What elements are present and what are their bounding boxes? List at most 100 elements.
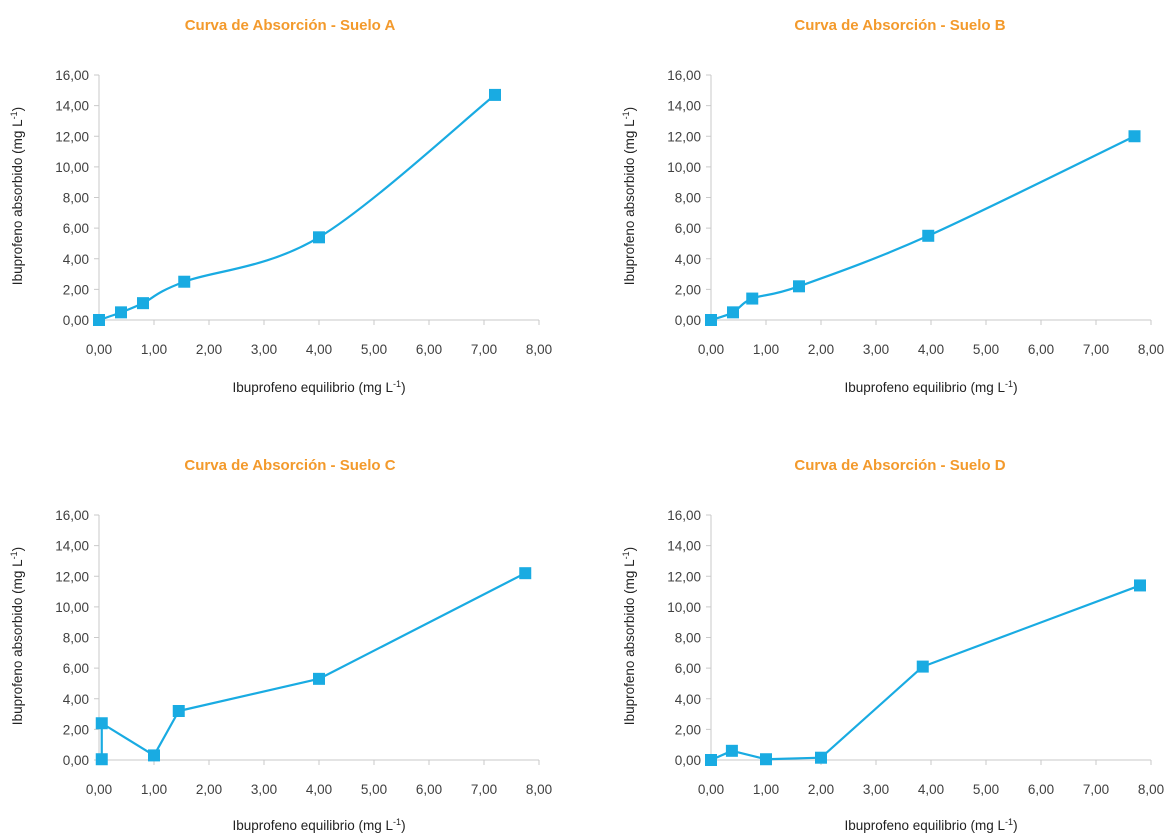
x-tick-label: 1,00	[141, 782, 167, 797]
y-tick-label: 12,00	[667, 129, 701, 144]
data-point-marker	[725, 744, 738, 757]
x-tick-label: 0,00	[86, 342, 112, 357]
data-point-marker	[148, 749, 160, 762]
series-line	[710, 135, 1135, 322]
y-axis-label: Ibuprofeno absorbido (mg L-1)	[9, 107, 25, 285]
chart-title: Curva de Absorción - Suelo B	[794, 17, 1005, 34]
x-tick-label: 5,00	[361, 782, 387, 797]
x-tick-label: 4,00	[918, 782, 944, 797]
y-tick-label: 4,00	[675, 692, 701, 707]
y-tick-label: 16,00	[667, 508, 701, 523]
y-tick-label: 12,00	[55, 569, 89, 584]
series-line	[98, 94, 496, 322]
data-point-marker	[705, 754, 717, 766]
x-axis-label: Ibuprofeno equilibrio (mg L-1)	[844, 379, 1017, 395]
x-tick-label: 3,00	[863, 782, 889, 797]
series-line	[100, 572, 526, 760]
chart-suelo-b: Curva de Absorción - Suelo B 0,00 2,00 4,00…	[621, 17, 1164, 395]
y-axis-label: Ibuprofeno absorbido (mg L-1)	[621, 107, 637, 285]
x-tick-label: 2,00	[808, 342, 834, 357]
x-tick-label: 5,00	[973, 782, 999, 797]
chart-suelo-c: Curva de Absorción - Suelo C 0,00 2,00 4,00…	[9, 457, 552, 833]
x-tick-label: 4,00	[918, 342, 944, 357]
y-tick-label: 0,00	[63, 753, 89, 768]
x-tick-label: 3,00	[251, 782, 277, 797]
x-tick-label: 1,00	[141, 342, 167, 357]
x-tick-label: 6,00	[1028, 342, 1054, 357]
y-tick-label: 2,00	[675, 722, 701, 737]
data-point-marker	[95, 753, 108, 766]
y-tick-label: 8,00	[675, 631, 701, 646]
y-tick-label: 2,00	[63, 722, 89, 737]
data-point-marker	[1128, 130, 1141, 143]
chart-title: Curva de Absorción - Suelo A	[185, 17, 396, 34]
y-tick-label: 16,00	[55, 68, 89, 83]
data-point-marker	[115, 306, 127, 319]
x-tick-label: 5,00	[973, 342, 999, 357]
y-tick-label: 14,00	[667, 99, 701, 114]
x-tick-label: 2,00	[196, 782, 222, 797]
x-tick-label: 3,00	[863, 342, 889, 357]
y-tick-label: 0,00	[675, 753, 701, 768]
y-tick-label: 16,00	[667, 68, 701, 83]
data-point-marker	[137, 297, 149, 310]
x-tick-label: 6,00	[1028, 782, 1054, 797]
y-tick-label: 14,00	[55, 99, 89, 114]
x-tick-label: 7,00	[471, 342, 497, 357]
y-tick-label: 10,00	[55, 160, 89, 175]
chart-suelo-a: Curva de Absorción - Suelo A 0,00 2,00 4,00…	[9, 17, 552, 395]
y-tick-label: 2,00	[63, 282, 89, 297]
y-axis-label: Ibuprofeno absorbido (mg L-1)	[621, 547, 637, 725]
y-tick-label: 4,00	[63, 252, 89, 267]
x-tick-label: 2,00	[808, 782, 834, 797]
y-tick-label: 8,00	[63, 191, 89, 206]
y-tick-label: 6,00	[63, 661, 89, 676]
x-tick-label: 6,00	[416, 342, 442, 357]
data-point-marker	[1134, 579, 1146, 592]
data-point-marker	[93, 314, 105, 326]
data-point-marker	[705, 314, 717, 326]
data-point-marker	[727, 306, 739, 319]
chart-suelo-d: Curva de Absorción - Suelo D 0,00 2,00 4,00…	[621, 457, 1164, 833]
x-tick-label: 0,00	[698, 782, 724, 797]
y-tick-label: 8,00	[675, 191, 701, 206]
x-tick-label: 4,00	[306, 342, 332, 357]
x-tick-label: 8,00	[1138, 782, 1164, 797]
x-tick-label: 0,00	[86, 782, 112, 797]
y-tick-label: 0,00	[63, 313, 89, 328]
series-line	[710, 584, 1141, 762]
chart-title: Curva de Absorción - Suelo D	[794, 457, 1005, 474]
data-point-marker	[95, 717, 108, 730]
x-axis-label: Ibuprofeno equilibrio (mg L-1)	[232, 379, 405, 395]
data-point-marker	[313, 231, 325, 244]
x-tick-label: 7,00	[1083, 782, 1109, 797]
data-point-marker	[178, 275, 191, 288]
y-axis-label: Ibuprofeno absorbido (mg L-1)	[9, 547, 25, 725]
y-tick-label: 8,00	[63, 631, 89, 646]
x-tick-label: 4,00	[306, 782, 332, 797]
y-tick-label: 6,00	[675, 221, 701, 236]
y-tick-label: 0,00	[675, 313, 701, 328]
data-point-marker	[489, 88, 501, 101]
x-tick-label: 8,00	[1138, 342, 1164, 357]
x-tick-label: 3,00	[251, 342, 277, 357]
y-tick-label: 4,00	[63, 692, 89, 707]
y-tick-label: 6,00	[675, 661, 701, 676]
y-tick-label: 10,00	[667, 160, 701, 175]
y-tick-label: 12,00	[667, 569, 701, 584]
data-point-marker	[916, 660, 929, 673]
data-point-marker	[172, 705, 185, 717]
x-tick-label: 8,00	[526, 782, 552, 797]
data-point-marker	[793, 280, 805, 293]
y-tick-label: 16,00	[55, 508, 89, 523]
x-tick-label: 6,00	[416, 782, 442, 797]
data-point-marker	[815, 751, 827, 764]
x-axis-label: Ibuprofeno equilibrio (mg L-1)	[232, 817, 405, 833]
y-tick-label: 6,00	[63, 221, 89, 236]
y-tick-label: 10,00	[667, 600, 701, 615]
x-tick-label: 1,00	[753, 342, 779, 357]
chart-title: Curva de Absorción - Suelo C	[184, 457, 395, 474]
x-tick-label: 2,00	[196, 342, 222, 357]
y-tick-label: 2,00	[675, 282, 701, 297]
